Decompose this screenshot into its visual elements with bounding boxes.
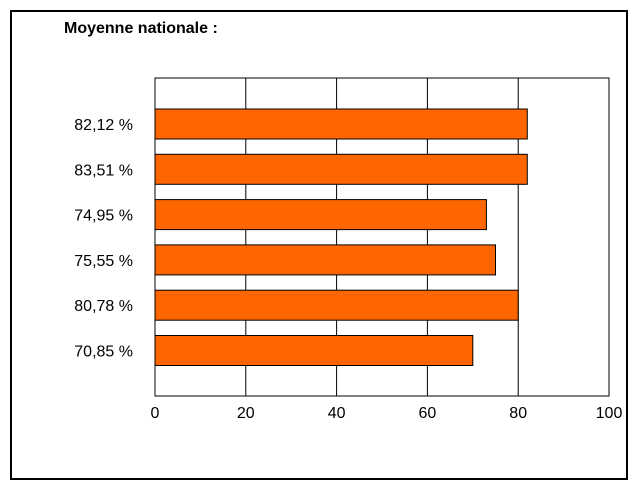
chart-title: Moyenne nationale :: [64, 20, 218, 37]
bar: [154, 199, 487, 231]
category-label: 70,85 %: [74, 344, 133, 361]
bar: [154, 335, 474, 366]
category-label: 74,95 %: [74, 208, 133, 225]
plot-border: [154, 77, 610, 397]
bar: [154, 244, 496, 276]
x-tick-label: 80: [509, 405, 527, 422]
x-tick-label: 0: [151, 405, 160, 422]
category-label: 83,51 %: [74, 162, 133, 179]
bar: [154, 153, 528, 185]
x-tick-label: 100: [596, 405, 623, 422]
x-tick-label: 40: [328, 405, 346, 422]
category-label: 75,55 %: [74, 253, 133, 270]
category-label: 82,12 %: [74, 117, 133, 134]
x-tick-label: 60: [419, 405, 437, 422]
plot-area: 0 20 40 60 80 100 82,12 % 83,51 % 74,95 % 75,55 %…: [74, 77, 623, 422]
bar: [154, 289, 519, 321]
bar: [154, 108, 528, 140]
category-label: 80,78 %: [74, 298, 133, 315]
x-tick-label: 20: [237, 405, 255, 422]
